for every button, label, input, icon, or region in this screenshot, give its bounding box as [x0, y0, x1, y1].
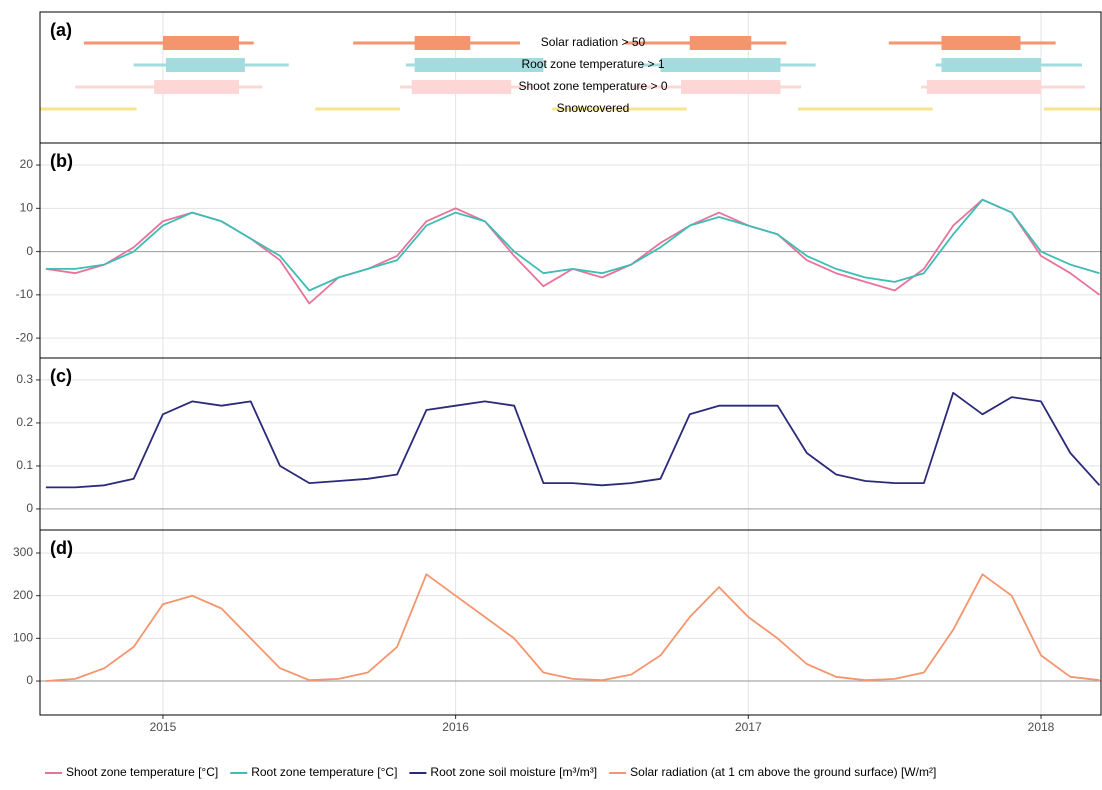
- core-bar: [414, 58, 544, 72]
- core-bar: [680, 80, 781, 94]
- y-tick-label: 0: [26, 673, 33, 687]
- row-label: Shoot zone temperature > 0: [518, 79, 667, 93]
- y-tick-label: 100: [13, 631, 33, 645]
- series-line: [45, 198, 1100, 292]
- panel-frame: [39, 529, 1102, 716]
- core-bar: [411, 80, 512, 94]
- legend-label: Shoot zone temperature [°C]: [66, 765, 218, 779]
- y-tick-label: 0: [26, 244, 33, 258]
- core-bar: [689, 36, 752, 50]
- range-bar: [798, 107, 933, 111]
- core-bar: [414, 36, 471, 50]
- range-bar: [40, 107, 137, 111]
- y-tick-label: 0.1: [16, 458, 33, 472]
- y-tick-label: -20: [16, 330, 34, 344]
- y-tick-label: 20: [20, 157, 34, 171]
- y-tick-label: 200: [13, 588, 33, 602]
- row-label: Snowcovered: [557, 101, 630, 115]
- panel-frame: [39, 11, 1102, 144]
- legend-label: Root zone soil moisture [m³/m³]: [430, 765, 597, 779]
- y-tick-label: 300: [13, 545, 33, 559]
- x-tick-label: 2016: [442, 720, 469, 734]
- range-bar: [315, 107, 401, 111]
- x-tick-label: 2015: [150, 720, 177, 734]
- core-bar: [154, 80, 240, 94]
- legend-label: Solar radiation (at 1 cm above the groun…: [630, 765, 936, 779]
- core-bar: [941, 36, 1021, 50]
- y-tick-label: 0.2: [16, 415, 33, 429]
- row-label: Root zone temperature > 1: [521, 57, 664, 71]
- row-label: Solar radiation > 50: [541, 35, 646, 49]
- y-tick-label: 0: [26, 501, 33, 515]
- y-tick-label: -10: [16, 287, 34, 301]
- x-tick-label: 2017: [735, 720, 762, 734]
- core-bar: [165, 58, 245, 72]
- panel-label: (c): [50, 366, 72, 386]
- core-bar: [941, 58, 1041, 72]
- panel-frame: [39, 357, 1102, 531]
- series-line: [45, 391, 1101, 489]
- range-bar: [1043, 107, 1101, 111]
- panel-label: (d): [50, 538, 73, 558]
- x-tick-label: 2018: [1028, 720, 1055, 734]
- core-bar: [926, 80, 1041, 94]
- legend-label: Root zone temperature [°C]: [251, 765, 397, 779]
- range-bar: [552, 107, 687, 111]
- core-bar: [660, 58, 781, 72]
- panel-label: (a): [50, 20, 72, 40]
- core-bar: [162, 36, 240, 50]
- panel-label: (b): [50, 151, 73, 171]
- y-tick-label: 10: [20, 200, 34, 214]
- y-tick-label: 0.3: [16, 372, 33, 386]
- series-line: [45, 573, 1100, 682]
